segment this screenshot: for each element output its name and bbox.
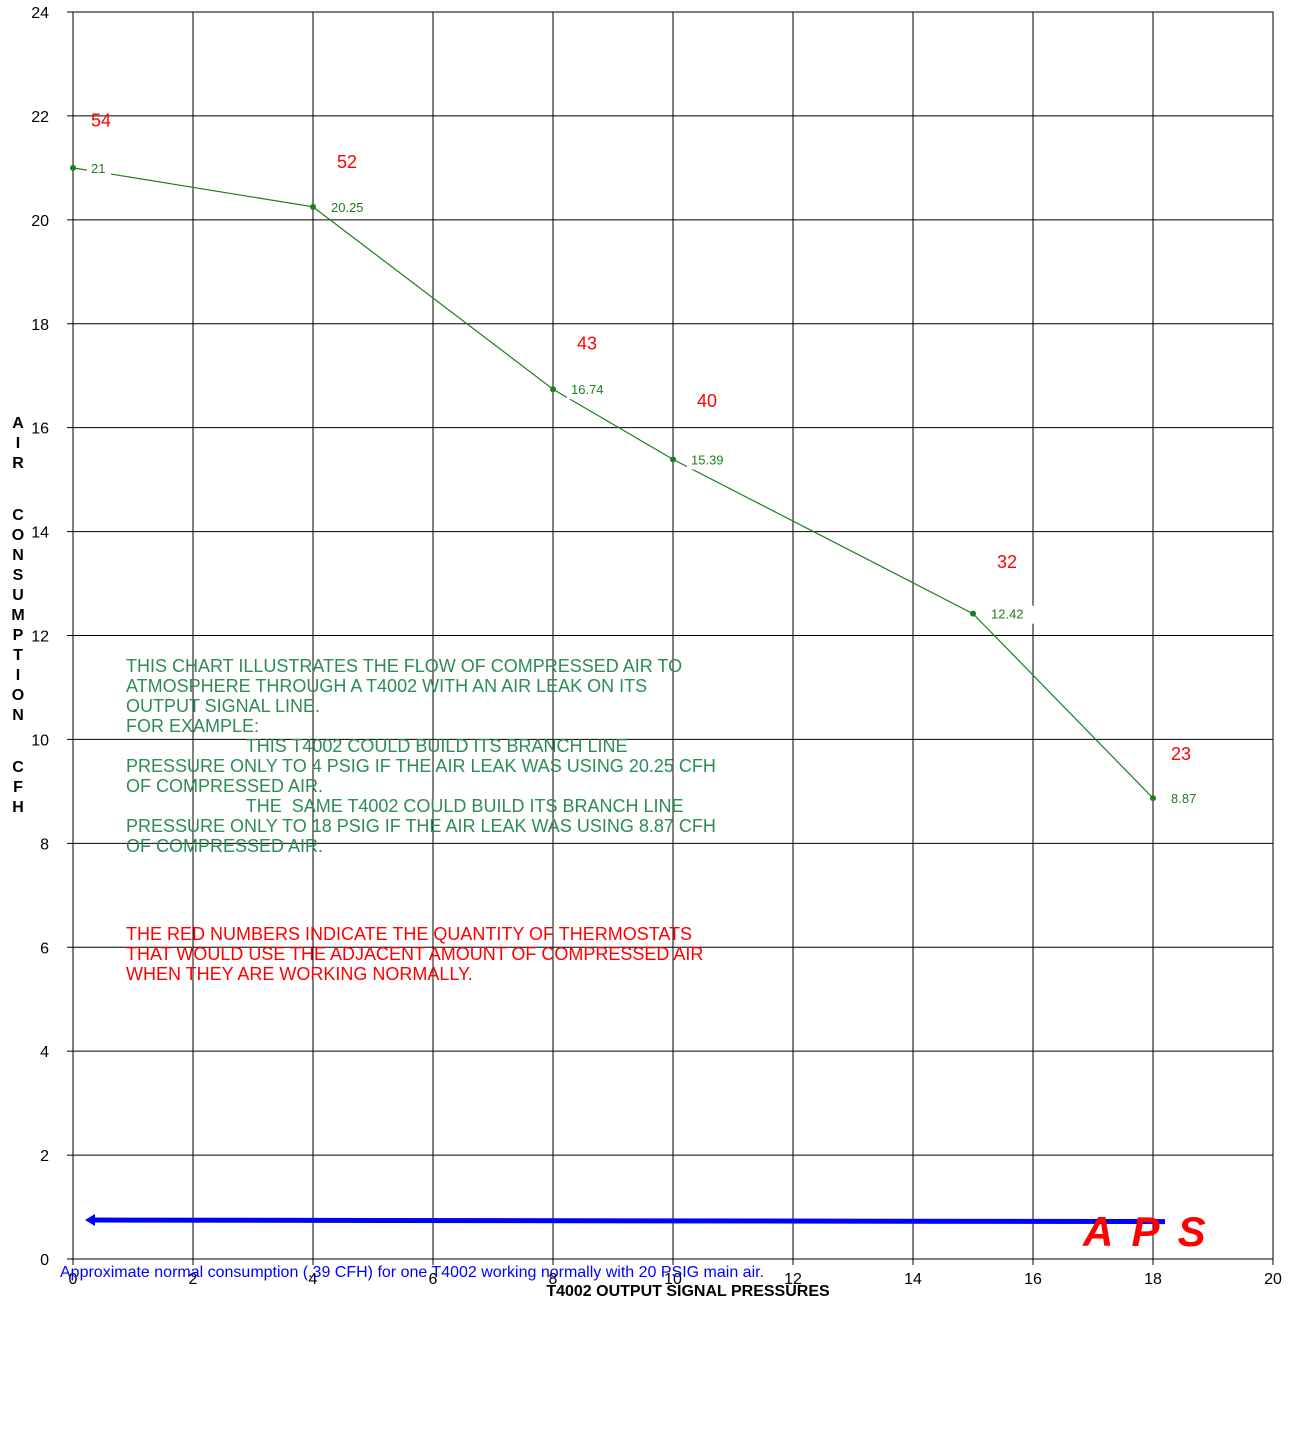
thermostat-counts: 54 52 43 40 32 23 bbox=[91, 110, 1191, 764]
y-axis-label-letter: U bbox=[12, 587, 24, 604]
x-axis-ticks: 0 2 4 6 8 10 12 14 16 18 20 bbox=[69, 1271, 1282, 1288]
y-axis-label-letter: O bbox=[12, 527, 24, 544]
thermostat-count-label: 43 bbox=[577, 334, 597, 354]
x-tick-label: 8 bbox=[549, 1271, 558, 1288]
data-point bbox=[970, 610, 976, 617]
y-tick-label: 22 bbox=[31, 109, 49, 126]
y-tick-label: 4 bbox=[40, 1044, 49, 1061]
y-tick-label: 6 bbox=[40, 940, 49, 957]
note-line: OF COMPRESSED AIR. bbox=[126, 776, 324, 796]
x-tick-label: 10 bbox=[664, 1271, 682, 1288]
data-label-background bbox=[987, 605, 1035, 624]
y-axis-label-letter: H bbox=[12, 799, 24, 816]
y-axis-label-letter: S bbox=[13, 567, 24, 584]
y-axis-label-letter: A bbox=[12, 415, 24, 432]
y-tick-label: 18 bbox=[31, 317, 49, 334]
data-label-background bbox=[687, 451, 735, 470]
y-axis-label-letter: O bbox=[12, 687, 24, 704]
y-tick-label: 12 bbox=[31, 629, 49, 646]
note-line: THIS T4002 COULD BUILD ITS BRANCH LINE bbox=[126, 736, 628, 756]
note-line: FOR EXAMPLE: bbox=[126, 716, 260, 736]
data-point bbox=[1150, 795, 1156, 802]
y-tick-label: 16 bbox=[31, 421, 49, 438]
note-line: OF COMPRESSED AIR. bbox=[126, 836, 324, 856]
red-numbers-note: THE RED NUMBERS INDICATE THE QUANTITY OF… bbox=[126, 924, 703, 984]
y-axis-label-letter: F bbox=[13, 779, 23, 796]
data-label-background bbox=[567, 381, 615, 400]
data-label: 8.87 bbox=[1171, 791, 1196, 806]
data-point bbox=[70, 164, 76, 171]
normal-consumption-note: Approximate normal consumption (.39 CFH)… bbox=[60, 1264, 765, 1281]
y-axis-label-letter: N bbox=[12, 707, 24, 724]
data-label: 15.39 bbox=[691, 452, 724, 467]
y-tick-label: 2 bbox=[40, 1148, 49, 1165]
thermostat-count-label: 52 bbox=[337, 152, 357, 172]
data-label-background bbox=[327, 198, 375, 217]
y-axis-label-letter: I bbox=[16, 667, 20, 684]
aps-brand-logo: A P S bbox=[1083, 1208, 1210, 1255]
note-line: THIS CHART ILLUSTRATES THE FLOW OF COMPR… bbox=[126, 656, 683, 676]
x-tick-label: 12 bbox=[784, 1271, 802, 1288]
x-tick-label: 20 bbox=[1264, 1271, 1282, 1288]
y-axis-label-letter: N bbox=[12, 547, 24, 564]
chart-explanation-note: THIS CHART ILLUSTRATES THE FLOW OF COMPR… bbox=[126, 656, 716, 856]
thermostat-count-label: 23 bbox=[1171, 744, 1191, 764]
normal-consumption-arrow bbox=[85, 1214, 1166, 1227]
note-line: WHEN THEY ARE WORKING NORMALLY. bbox=[126, 964, 473, 984]
y-axis-label-letter: C bbox=[12, 507, 24, 524]
x-tick-label: 4 bbox=[309, 1271, 318, 1288]
note-line: PRESSURE ONLY TO 18 PSIG IF THE AIR LEAK… bbox=[126, 816, 716, 836]
arrowhead-left bbox=[85, 1214, 95, 1227]
y-tick-label: 20 bbox=[31, 213, 49, 230]
normal-consumption-line bbox=[90, 1217, 1166, 1225]
y-axis-label-letter: R bbox=[12, 455, 24, 472]
note-line: THE RED NUMBERS INDICATE THE QUANTITY OF… bbox=[126, 924, 693, 944]
series-polyline bbox=[72, 167, 1154, 799]
note-line: PRESSURE ONLY TO 4 PSIG IF THE AIR LEAK … bbox=[126, 756, 716, 776]
data-point bbox=[550, 386, 556, 393]
y-axis-label-letter: M bbox=[11, 607, 24, 624]
note-line: THE SAME T4002 COULD BUILD ITS BRANCH LI… bbox=[126, 796, 684, 816]
data-label-background bbox=[1167, 790, 1207, 809]
data-label: 21 bbox=[91, 161, 105, 176]
y-axis-label-letter: P bbox=[13, 627, 24, 644]
x-tick-label: 18 bbox=[1144, 1271, 1162, 1288]
y-tick-label: 8 bbox=[40, 836, 49, 853]
data-point bbox=[670, 456, 676, 463]
note-line: OUTPUT SIGNAL LINE. bbox=[126, 696, 321, 716]
y-tick-label: 14 bbox=[31, 525, 49, 542]
x-tick-label: 14 bbox=[904, 1271, 922, 1288]
data-label: 12.42 bbox=[991, 607, 1024, 622]
y-axis-label-letter: C bbox=[12, 759, 24, 776]
y-axis-label-letter: I bbox=[16, 435, 20, 452]
thermostat-count-label: 54 bbox=[91, 110, 111, 130]
y-tick-label: 10 bbox=[31, 732, 49, 749]
y-axis-label-letter: T bbox=[13, 647, 23, 664]
y-tick-label: 24 bbox=[31, 5, 49, 22]
note-line: ATMOSPHERE THROUGH A T4002 WITH AN AIR L… bbox=[126, 676, 648, 696]
chart-grid bbox=[67, 11, 1274, 1265]
thermostat-count-label: 40 bbox=[697, 391, 717, 411]
y-tick-label: 0 bbox=[40, 1252, 49, 1269]
x-tick-label: 6 bbox=[429, 1271, 438, 1288]
x-tick-label: 16 bbox=[1024, 1271, 1042, 1288]
data-label: 16.74 bbox=[571, 382, 604, 397]
x-tick-label: 2 bbox=[189, 1271, 198, 1288]
data-label: 20.25 bbox=[331, 200, 364, 215]
data-label-background bbox=[87, 159, 111, 178]
series-line: 21 20.25 16.74 15.39 12.42 8.87 bbox=[70, 159, 1207, 809]
x-axis-label: T4002 OUTPUT SIGNAL PRESSURES bbox=[546, 1283, 830, 1300]
note-line: THAT WOULD USE THE ADJACENT AMOUNT OF CO… bbox=[126, 944, 704, 964]
x-tick-label: 0 bbox=[69, 1271, 78, 1288]
data-point bbox=[310, 203, 316, 210]
thermostat-count-label: 32 bbox=[997, 552, 1017, 572]
